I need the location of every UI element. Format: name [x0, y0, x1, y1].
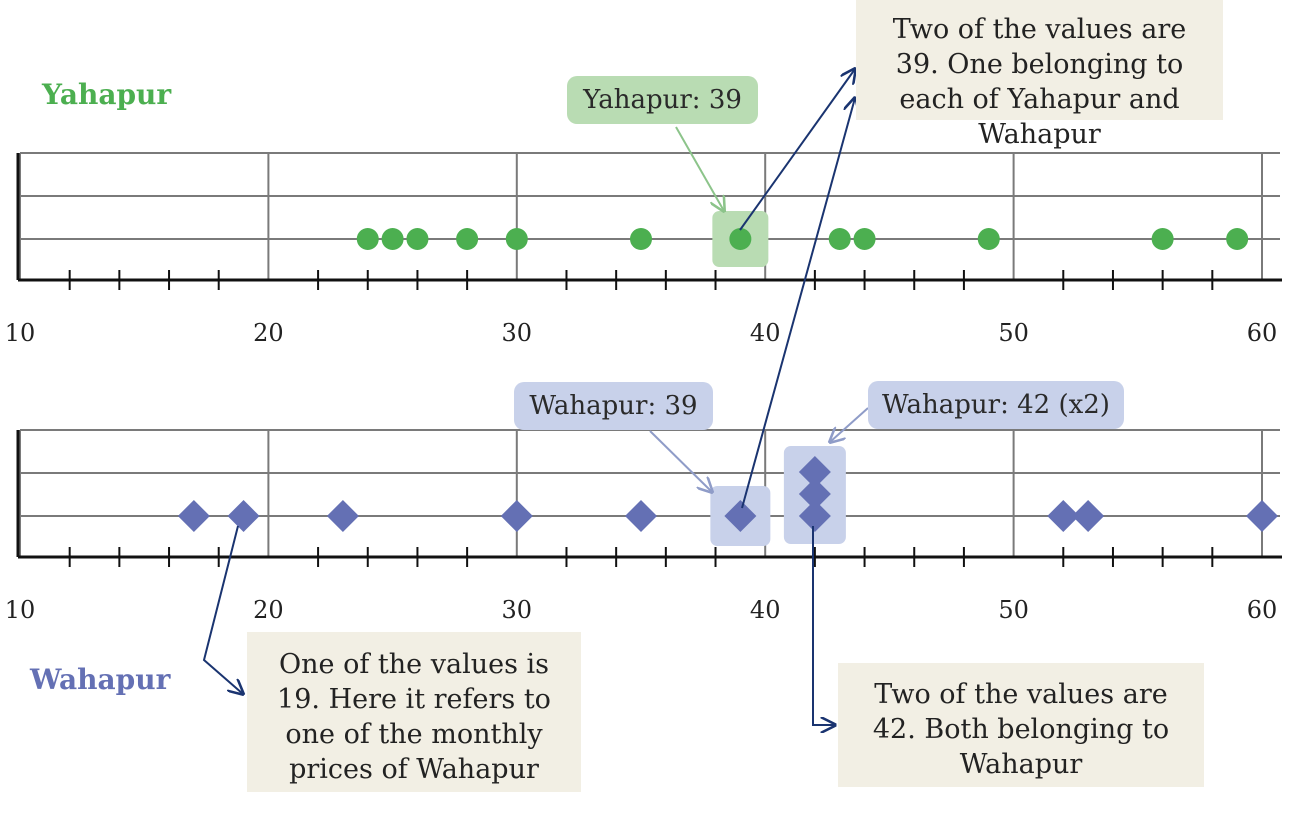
tick-label: 60: [1247, 319, 1278, 347]
tick-label: 10: [5, 319, 36, 347]
yahapur-point: [630, 228, 652, 250]
arrow-19: [202, 525, 243, 694]
tick-label: 40: [750, 319, 781, 347]
wahapur-point: [798, 500, 831, 532]
yahapur-point: [505, 228, 528, 250]
callout-wahapur-42: Wahapur: 42 (x2): [868, 381, 1124, 429]
tick-label: 50: [998, 319, 1029, 347]
yahapur-point: [406, 228, 429, 250]
tick-label: 60: [1247, 596, 1278, 624]
yahapur-point: [977, 228, 1000, 250]
tick-label: 30: [502, 596, 533, 624]
annotation-arrows: [202, 69, 869, 725]
wahapur-point: [724, 500, 757, 532]
wahapur-point: [326, 500, 359, 532]
arrow-39-wahapur: [741, 98, 855, 509]
wahapur-point: [1246, 500, 1278, 532]
yahapur-point: [1151, 228, 1174, 250]
wahapur-point: [177, 500, 210, 532]
arrow-wahapur-39-callout: [649, 430, 712, 492]
wahapur-point: [798, 456, 831, 488]
callout-wahapur-39: Wahapur: 39: [514, 382, 713, 430]
yahapur-point: [381, 228, 404, 250]
yahapur-point: [853, 228, 876, 250]
note-values-39: Two of the values are 39. One belonging …: [856, 0, 1223, 150]
wahapur-point: [1047, 500, 1080, 532]
arrow-wahapur-42-callout: [830, 407, 869, 442]
arrow-42: [812, 526, 835, 725]
wahapur-point: [500, 500, 533, 532]
callout-yahapur-39: Yahapur: 39: [567, 76, 758, 124]
wahapur-plot: 10 20 30 40 50 60: [5, 429, 1282, 624]
yahapur-point: [828, 228, 851, 250]
arrow-yahapur-callout: [675, 126, 724, 211]
yahapur-point: [456, 228, 479, 250]
tick-label: 10: [5, 596, 36, 624]
wahapur-point: [625, 500, 657, 532]
yahapur-label: Yahapur: [42, 78, 172, 111]
note-values-42: Two of the values are 42. Both belonging…: [838, 663, 1204, 787]
tick-label: 30: [502, 319, 533, 347]
yahapur-point: [1226, 228, 1249, 250]
yahapur-point: [356, 228, 379, 250]
note-value-19: One of the values is 19. Here it refers …: [247, 632, 581, 792]
tick-label: 40: [750, 596, 781, 624]
wahapur-point: [227, 500, 260, 532]
tick-label: 20: [253, 319, 284, 347]
yahapur-plot: 10 20 30 40 50 60: [5, 152, 1282, 347]
arrow-39-yahapur: [739, 69, 855, 231]
tick-label: 20: [253, 596, 284, 624]
tick-label: 50: [998, 596, 1029, 624]
wahapur-label: Wahapur: [30, 663, 171, 696]
yahapur-point: [729, 228, 752, 250]
wahapur-point: [1072, 500, 1105, 532]
wahapur-point: [798, 478, 831, 510]
